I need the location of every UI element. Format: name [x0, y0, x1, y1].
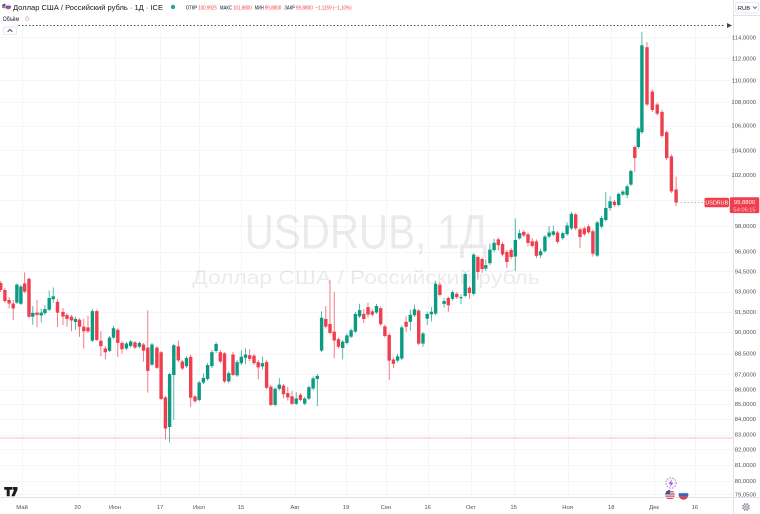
svg-text:Май: Май: [16, 504, 28, 511]
svg-text:−1,1159 (−1,10%): −1,1159 (−1,10%): [315, 6, 351, 12]
svg-text:83,0000: 83,0000: [735, 433, 757, 439]
svg-text:86,0000: 86,0000: [735, 388, 757, 394]
svg-text:101,9800: 101,9800: [233, 6, 252, 12]
svg-text:104,0000: 104,0000: [731, 149, 756, 155]
svg-text:98,0000: 98,0000: [735, 224, 757, 230]
svg-text:19: 19: [343, 505, 350, 511]
svg-text:Окт: Окт: [466, 505, 476, 511]
svg-text:110,0000: 110,0000: [732, 78, 757, 84]
svg-text:Дек: Дек: [649, 505, 659, 511]
svg-text:54:06:15: 54:06:15: [733, 207, 755, 213]
svg-text:18: 18: [608, 505, 615, 511]
svg-text:85,0000: 85,0000: [735, 402, 757, 408]
svg-text:USDRUB: USDRUB: [705, 200, 728, 206]
svg-text:Июн: Июн: [109, 505, 121, 511]
svg-text:102,0000: 102,0000: [731, 173, 756, 179]
svg-text:80,0000: 80,0000: [735, 479, 757, 485]
svg-text:15: 15: [510, 505, 517, 511]
svg-text:16: 16: [424, 505, 431, 511]
svg-text:100,9925: 100,9925: [198, 6, 217, 12]
svg-text:ОТКР: ОТКР: [186, 6, 198, 12]
svg-text:99,8800: 99,8800: [734, 200, 756, 206]
svg-text:Авг: Авг: [290, 505, 299, 511]
svg-text:RUB: RUB: [738, 6, 751, 12]
svg-text:112,0000: 112,0000: [732, 57, 757, 63]
svg-text:Сен: Сен: [381, 505, 392, 511]
svg-text:96,0000: 96,0000: [735, 250, 757, 256]
svg-text:81,0000: 81,0000: [735, 463, 757, 469]
svg-text:91,5000: 91,5000: [735, 310, 757, 316]
svg-text:94,5000: 94,5000: [735, 269, 757, 275]
svg-text:90,0000: 90,0000: [735, 330, 757, 336]
svg-text:108,0000: 108,0000: [731, 100, 756, 106]
svg-text:17: 17: [157, 505, 164, 511]
svg-text:79,0500: 79,0500: [735, 492, 757, 498]
svg-text:USDRUB, 1Д: USDRUB, 1Д: [245, 207, 488, 260]
svg-text:Доллар США / Российский рубль: Доллар США / Российский рубль: [192, 267, 540, 289]
svg-text:114,0000: 114,0000: [732, 35, 757, 41]
svg-text:Ноя: Ноя: [562, 505, 573, 511]
svg-text:87,0000: 87,0000: [735, 373, 757, 379]
svg-text:16: 16: [692, 505, 699, 511]
svg-text:Объём: Объём: [3, 15, 19, 23]
svg-text:МАКС: МАКС: [220, 6, 232, 12]
svg-text:82,0000: 82,0000: [735, 448, 757, 454]
svg-text:ЗАКР: ЗАКР: [284, 6, 295, 12]
svg-text:84,0000: 84,0000: [735, 417, 757, 423]
svg-text:88,5000: 88,5000: [735, 352, 757, 358]
svg-text:99,8800: 99,8800: [296, 6, 313, 12]
svg-text:Июл: Июл: [193, 505, 206, 511]
svg-text:106,0000: 106,0000: [731, 124, 756, 130]
svg-text:93,0000: 93,0000: [735, 290, 757, 296]
svg-text:МИН: МИН: [255, 6, 264, 12]
svg-text:0: 0: [25, 16, 29, 23]
svg-text:99,8800: 99,8800: [265, 6, 282, 12]
svg-text:Доллар США / Российский рубль: Доллар США / Российский рубль · 1Д · ICE: [13, 3, 163, 12]
svg-text:20: 20: [74, 505, 81, 511]
svg-text:15: 15: [238, 505, 245, 511]
